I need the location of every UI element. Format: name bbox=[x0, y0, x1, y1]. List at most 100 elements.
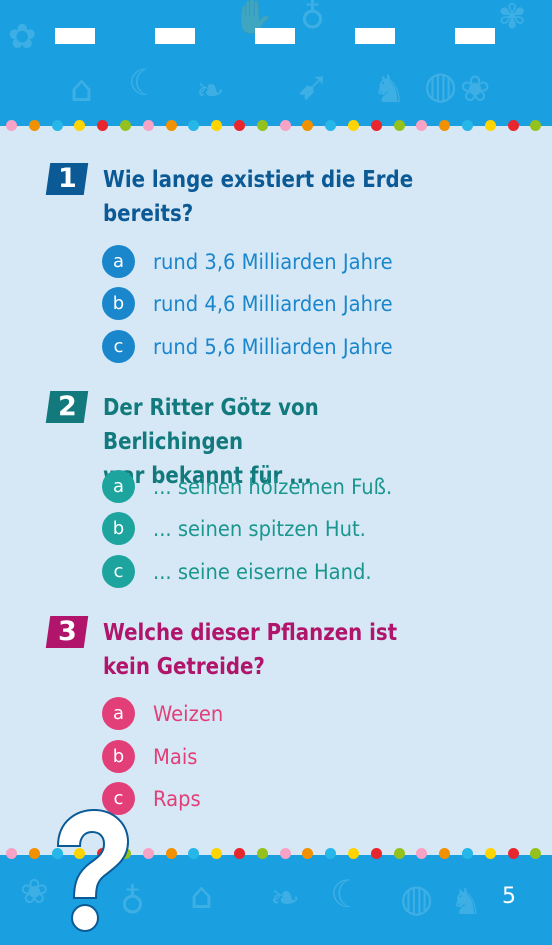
border-dot bbox=[51, 848, 63, 859]
answer-letter-badge: c bbox=[102, 555, 135, 588]
answer-text: Mais bbox=[153, 745, 198, 769]
answer-letter-badge: c bbox=[102, 782, 135, 815]
flower-icon: ✾ bbox=[498, 0, 527, 37]
answer-letter-badge: b bbox=[102, 287, 135, 320]
moon-icon: ☾ bbox=[128, 63, 161, 104]
page-number: 5 bbox=[502, 884, 516, 909]
leaf-icon: ❧ bbox=[196, 71, 225, 111]
answer-text: rund 4,6 Milliarden Jahre bbox=[153, 292, 393, 316]
border-dot bbox=[165, 120, 177, 131]
answer-letter-badge: a bbox=[102, 470, 135, 503]
border-dot bbox=[530, 120, 542, 131]
moon-icon: ☾ bbox=[330, 872, 365, 916]
question-text-line: Welche dieser Pflanzen ist bbox=[103, 620, 398, 646]
question-number: 1 bbox=[57, 163, 77, 194]
border-dot bbox=[188, 120, 200, 131]
answer-text: Weizen bbox=[153, 702, 224, 726]
question-text-line: Wie lange existiert die Erde bbox=[103, 167, 414, 193]
globe-icon: ◍ bbox=[400, 876, 434, 920]
leaf-icon: ✿ bbox=[8, 17, 37, 57]
border-dot bbox=[302, 120, 314, 131]
border-dot bbox=[279, 848, 291, 859]
dinosaur-icon: ♞ bbox=[372, 67, 407, 111]
border-dot bbox=[74, 120, 86, 131]
border-dot bbox=[462, 848, 473, 859]
answer-text: ... seinen spitzen Hut. bbox=[153, 517, 366, 541]
border-dot bbox=[507, 848, 519, 859]
paw-icon: ❀ bbox=[20, 872, 49, 912]
paw-icon: ❀ bbox=[460, 69, 491, 110]
top-band: ✿ ⌂ ☾ ❧ ✋ ♁ ➹ ♞ ◍ ✾ ❀ bbox=[0, 0, 552, 126]
dot-border-top bbox=[0, 120, 552, 132]
question-text-line: Der Ritter Götz von Berlichingen bbox=[103, 395, 319, 455]
question-number: 2 bbox=[57, 391, 77, 422]
answer-text: ... seinen hölzernen Fuß. bbox=[153, 475, 393, 499]
question-number-badge: 1 bbox=[45, 163, 89, 195]
answer-text: rund 3,6 Milliarden Jahre bbox=[153, 250, 393, 274]
border-dot bbox=[370, 848, 382, 859]
border-dot bbox=[348, 120, 359, 131]
border-dot bbox=[462, 120, 473, 131]
border-dot bbox=[6, 120, 17, 131]
building-icon: ⌂ bbox=[190, 876, 213, 917]
border-dot bbox=[256, 120, 268, 131]
planet-icon: ♁ bbox=[120, 882, 145, 922]
dinosaur-icon: ♞ bbox=[450, 882, 483, 923]
answer-letter-badge: a bbox=[102, 245, 135, 278]
border-dot bbox=[211, 848, 223, 859]
answer-letter-badge: b bbox=[102, 740, 135, 773]
border-dot bbox=[51, 120, 63, 131]
border-dot bbox=[302, 848, 314, 859]
answer-text: Raps bbox=[153, 787, 201, 811]
question-mark-icon bbox=[56, 808, 130, 932]
border-dot bbox=[484, 848, 496, 859]
answer-text: ... seine eiserne Hand. bbox=[153, 560, 372, 584]
border-dot bbox=[188, 848, 200, 859]
answer-letter-badge: c bbox=[102, 330, 135, 363]
question-text-line: war bekannt für ... bbox=[103, 463, 312, 489]
border-dot bbox=[74, 848, 86, 859]
border-dot bbox=[165, 848, 177, 859]
question-text-line: kein Getreide? bbox=[103, 654, 265, 680]
border-dot bbox=[211, 120, 223, 131]
border-dot bbox=[325, 120, 337, 131]
question-text: Wie lange existiert die Erde bereits? bbox=[103, 163, 464, 231]
question-text: Welche dieser Pflanzen ist kein Getreide… bbox=[103, 616, 464, 684]
border-dot bbox=[484, 120, 496, 131]
answer-letter-badge: b bbox=[102, 512, 135, 545]
border-dot bbox=[142, 848, 154, 859]
border-dot bbox=[28, 120, 40, 131]
border-dot bbox=[416, 848, 428, 859]
building-icon: ⌂ bbox=[70, 69, 93, 110]
border-dot bbox=[234, 848, 245, 859]
border-dot bbox=[142, 120, 154, 131]
border-dot bbox=[279, 120, 291, 131]
question-text-line: bereits? bbox=[103, 201, 194, 227]
card-tab-slot bbox=[355, 28, 395, 44]
border-dot bbox=[393, 848, 405, 859]
answer-text: rund 5,6 Milliarden Jahre bbox=[153, 335, 393, 359]
border-dot bbox=[439, 848, 451, 859]
planet-icon: ♁ bbox=[300, 0, 325, 37]
question-number-badge: 3 bbox=[45, 616, 89, 648]
rocket-icon: ➹ bbox=[296, 63, 330, 109]
border-dot bbox=[256, 848, 268, 859]
answer-letter-badge: a bbox=[102, 697, 135, 730]
card-tab-slot bbox=[55, 28, 95, 44]
border-dot bbox=[97, 120, 109, 131]
border-dot bbox=[28, 848, 40, 859]
question-text: Der Ritter Götz von Berlichingen war bek… bbox=[103, 391, 464, 493]
card-tab-slot bbox=[255, 28, 295, 44]
border-dot bbox=[507, 120, 519, 131]
border-dot bbox=[6, 848, 17, 859]
leaf-icon: ❧ bbox=[270, 878, 301, 919]
border-dot bbox=[393, 120, 405, 131]
border-dot bbox=[416, 120, 428, 131]
question-number: 3 bbox=[57, 616, 77, 647]
border-dot bbox=[348, 848, 359, 859]
border-dot bbox=[120, 120, 131, 131]
dot-border-bottom bbox=[0, 848, 552, 860]
border-dot bbox=[439, 120, 451, 131]
question-number-badge: 2 bbox=[45, 391, 89, 423]
